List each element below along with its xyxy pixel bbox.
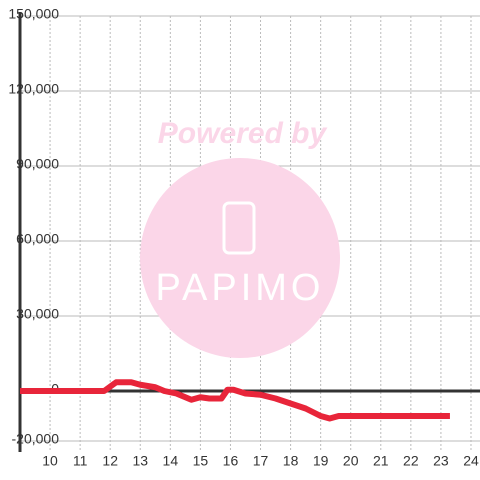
x-tick-label: 23 — [433, 453, 449, 469]
x-tick-label: 13 — [132, 453, 148, 469]
x-tick-label: 16 — [223, 453, 239, 469]
x-tick-label: 10 — [42, 453, 58, 469]
watermark-icon — [222, 201, 256, 255]
x-tick-label: 21 — [373, 453, 389, 469]
x-tick-label: 12 — [102, 453, 118, 469]
x-tick-label: 11 — [73, 453, 88, 469]
watermark-circle — [140, 158, 340, 358]
y-tick-label: 30,000 — [16, 306, 59, 322]
y-tick-label: 60,000 — [16, 231, 59, 247]
line — [20, 379, 450, 422]
x-tick-label: 18 — [283, 453, 299, 469]
x-tick-label: 20 — [343, 453, 359, 469]
y-tick-label: 150,000 — [8, 6, 59, 22]
watermark-text: Powered by — [158, 117, 328, 150]
x-tick-label: 24 — [463, 453, 479, 469]
x-tick-label: 17 — [253, 453, 269, 469]
x-tick-label: 22 — [403, 453, 419, 469]
y-tick-label: 120,000 — [8, 81, 59, 97]
watermark-text: PAPIMO — [156, 267, 325, 309]
y-tick-label: -20,000 — [12, 431, 60, 447]
x-tick-label: 19 — [313, 453, 329, 469]
y-tick-label: 90,000 — [16, 156, 59, 172]
watermark: Powered by PAPIMO — [140, 117, 340, 358]
x-tick-label: 15 — [193, 453, 209, 469]
x-tick-label: 14 — [163, 453, 179, 469]
